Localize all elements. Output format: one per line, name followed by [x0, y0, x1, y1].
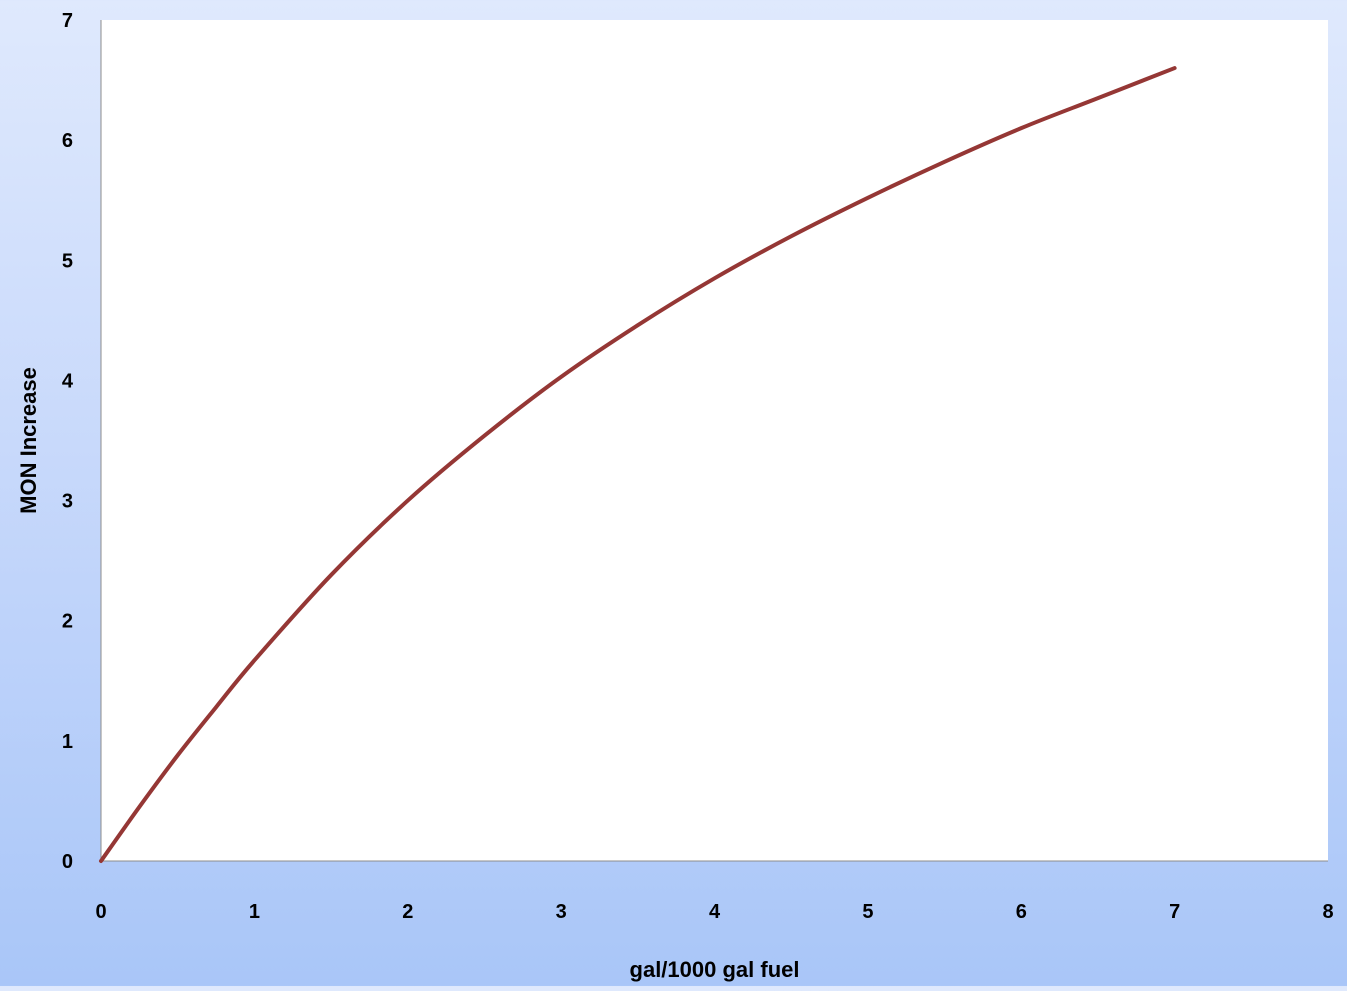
- x-tick-label: 5: [862, 901, 873, 923]
- series-line-0: [99, 66, 1177, 863]
- plot-area: [101, 20, 1328, 861]
- axes: [100, 20, 1328, 862]
- y-tick-label: 4: [62, 370, 74, 392]
- x-tick-labels: 0 1 2 3 4 5 6 7 8: [95, 901, 1333, 923]
- series-layer: [99, 66, 1177, 863]
- x-tick-label: 1: [249, 901, 260, 923]
- x-tick-label: 6: [1016, 901, 1027, 923]
- y-tick-label: 5: [62, 250, 73, 272]
- y-axis-title: MON Increase: [16, 367, 41, 514]
- y-tick-label: 3: [62, 491, 73, 513]
- x-axis-title: gal/1000 gal fuel: [630, 957, 800, 982]
- y-tick-label: 0: [62, 851, 73, 873]
- x-tick-label: 3: [556, 901, 567, 923]
- x-tick-label: 0: [95, 901, 106, 923]
- x-tick-label: 7: [1169, 901, 1180, 923]
- y-tick-label: 7: [62, 10, 73, 32]
- y-tick-label: 2: [62, 611, 73, 633]
- x-tick-label: 8: [1322, 901, 1333, 923]
- y-tick-label: 6: [62, 130, 73, 152]
- x-tick-label: 4: [709, 901, 721, 923]
- y-tick-labels: 0 1 2 3 4 5 6 7: [62, 10, 74, 873]
- y-tick-label: 1: [62, 731, 73, 753]
- x-tick-label: 2: [402, 901, 413, 923]
